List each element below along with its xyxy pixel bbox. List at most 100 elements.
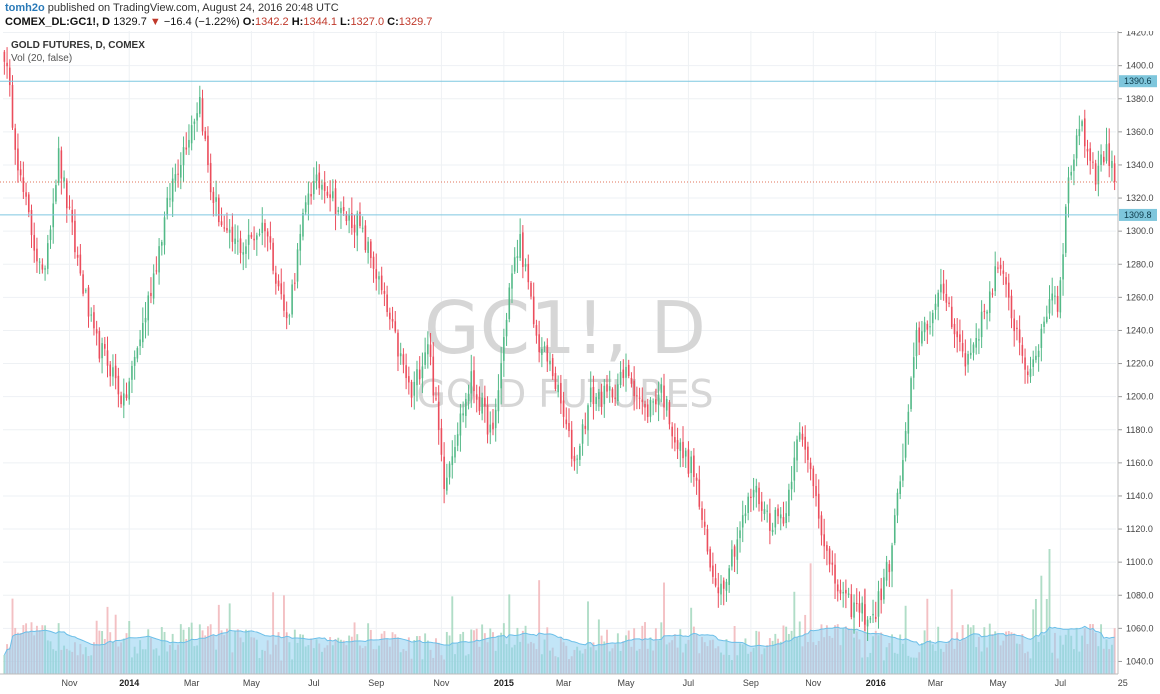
candle-body xyxy=(199,97,201,114)
candle-body xyxy=(280,283,283,295)
candle-body xyxy=(769,513,771,531)
candle-body xyxy=(817,493,820,519)
candle-body xyxy=(218,197,220,223)
candle-body xyxy=(256,235,258,240)
candle-body xyxy=(842,592,844,594)
low-label: L: xyxy=(340,16,351,28)
volume-bar xyxy=(863,589,866,674)
candle-body xyxy=(375,269,378,279)
candle-body xyxy=(101,343,103,359)
candle-body xyxy=(46,243,49,269)
candle-body xyxy=(1111,160,1113,168)
price-axis[interactable]: 1040.0 1060.0 1080.0 1100.0 1120.0 1140.0 1160… xyxy=(1117,31,1154,674)
candle-body xyxy=(478,396,481,411)
volume-bar xyxy=(106,606,109,674)
candle-body xyxy=(845,589,847,594)
candle-body xyxy=(63,177,65,182)
candle-body xyxy=(334,188,337,215)
author-link[interactable]: tomh2o xyxy=(5,2,45,14)
candle-body xyxy=(486,405,489,435)
candle-body xyxy=(600,391,603,407)
candle-body xyxy=(188,139,190,148)
candle-body xyxy=(663,385,665,408)
candle-body xyxy=(565,419,568,425)
candle-body xyxy=(1048,299,1051,314)
candle-body xyxy=(11,84,14,128)
candle-body xyxy=(326,191,329,196)
candle-body xyxy=(391,318,394,322)
candle-body xyxy=(239,238,242,254)
candle-body xyxy=(883,577,885,600)
candle-body xyxy=(136,348,139,359)
candle-body xyxy=(201,98,204,132)
candle-body xyxy=(76,254,79,258)
time-axis[interactable]: Nov 2014 Mar May Jul Sep Nov 2015 Mar May Jul Sep No… xyxy=(0,673,1128,688)
candle-body xyxy=(508,287,511,320)
candle-body xyxy=(568,423,570,432)
candle-body xyxy=(169,198,171,200)
candle-body xyxy=(84,290,87,292)
candle-body xyxy=(315,174,318,181)
candle-body xyxy=(353,224,356,233)
candle-body xyxy=(855,603,858,605)
candle-body xyxy=(3,51,6,62)
candle-body xyxy=(1016,327,1018,329)
candle-body xyxy=(489,424,492,433)
candle-body xyxy=(459,413,462,436)
candle-body xyxy=(725,581,728,591)
candle-body xyxy=(625,366,627,378)
candle-body xyxy=(1040,328,1043,348)
candle-body xyxy=(142,322,144,343)
candle-body xyxy=(684,450,687,457)
candle-body xyxy=(93,312,95,329)
candle-body xyxy=(258,233,261,235)
candle-body xyxy=(302,212,304,237)
candle-body xyxy=(1007,282,1010,298)
x-tick-label: Mar xyxy=(184,678,200,688)
candle-body xyxy=(912,357,915,378)
close-value: 1329.7 xyxy=(398,16,433,28)
candle-body xyxy=(964,353,967,367)
candle-body xyxy=(120,395,122,405)
candle-body xyxy=(739,530,741,539)
candle-body xyxy=(771,529,774,533)
candle-body xyxy=(190,125,193,144)
candle-body xyxy=(299,233,302,251)
candle-body xyxy=(329,194,331,198)
candle-body xyxy=(1005,277,1007,285)
candle-body xyxy=(828,548,831,565)
x-tick-label: Sep xyxy=(743,678,759,688)
publish-info: published on TradingView.com, August 24,… xyxy=(44,2,339,14)
candle-body xyxy=(177,173,179,175)
candle-body xyxy=(750,496,752,498)
candle-body xyxy=(823,534,825,547)
candle-body xyxy=(103,344,106,349)
candle-body xyxy=(522,232,524,267)
candle-body xyxy=(682,441,684,459)
volume-bar xyxy=(1040,575,1043,674)
candle-body xyxy=(1081,121,1083,127)
candle-body xyxy=(367,241,369,253)
candle-body xyxy=(660,384,663,393)
low-value: 1327.0 xyxy=(350,16,385,28)
candle-body xyxy=(888,564,891,573)
candle-body xyxy=(443,456,445,490)
candle-body xyxy=(885,561,888,581)
candle-body xyxy=(758,487,760,505)
legend-title: GOLD FUTURES, D, COMEX xyxy=(11,40,145,51)
open-value: 1342.2 xyxy=(255,16,289,28)
candle-body xyxy=(940,284,942,293)
candle-body xyxy=(649,399,652,417)
candle-body xyxy=(562,400,565,417)
candle-body xyxy=(212,191,215,203)
candle-body xyxy=(19,169,22,176)
y-tick-label: 1300.0 xyxy=(1126,226,1154,236)
candle-body xyxy=(627,364,630,376)
symbol-label[interactable]: COMEX_DL:GC1!, D xyxy=(5,16,111,28)
candle-body xyxy=(158,246,160,273)
candle-body xyxy=(535,325,538,336)
candle-body xyxy=(345,213,348,222)
candle-body xyxy=(576,458,578,460)
candle-body xyxy=(313,180,315,195)
